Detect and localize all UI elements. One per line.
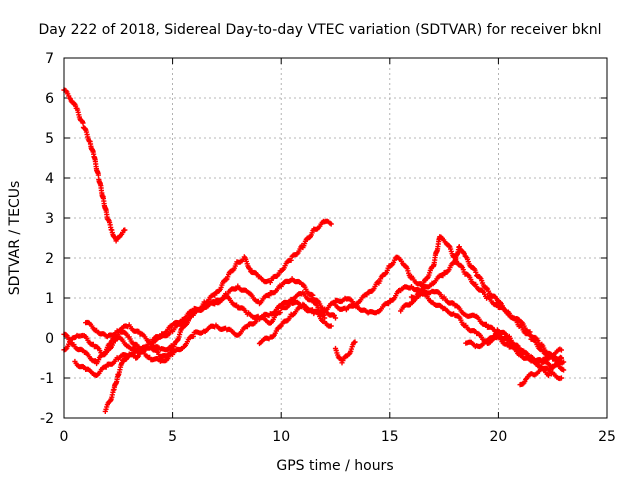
plus-markers [517,355,564,388]
y-tick-label: -1 [40,371,54,387]
y-tick-label: -2 [40,411,54,427]
y-tick-label: 1 [45,291,54,307]
plus-markers [61,218,334,361]
y-tick-label: 2 [45,251,54,267]
plot-frame [63,57,608,419]
series-track-1 [61,87,128,244]
plus-markers [463,327,564,364]
y-tick-label: 7 [45,51,54,67]
x-axis-label: GPS time / hours [276,458,393,474]
axis-ticks [63,57,608,419]
plus-markers [61,87,128,244]
data-marks [61,87,567,414]
plus-markers [332,339,358,366]
y-tick-labels: -2 -1 0 1 2 3 4 5 6 7 [40,51,54,427]
x-tick-label: 20 [489,429,507,445]
series-track-10 [517,355,564,388]
plus-markers [83,276,339,346]
y-tick-label: 4 [45,171,54,187]
series-track-12 [332,339,358,366]
x-tick-label: 15 [381,429,399,445]
plus-markers [256,301,334,347]
y-tick-label: 3 [45,211,54,227]
series-track-13 [256,301,334,347]
chart-title: Day 222 of 2018, Sidereal Day-to-day VTE… [39,22,602,38]
x-tick-label: 0 [60,429,69,445]
x-tick-labels: 0 5 10 15 20 25 [60,429,616,445]
series-track-2 [61,218,334,361]
y-tick-label: 0 [45,331,54,347]
plus-markers [102,343,176,414]
series-track-11 [102,343,176,414]
x-tick-label: 10 [272,429,290,445]
y-tick-label: 6 [45,91,54,107]
grid [64,58,607,418]
y-axis-label: SDTVAR / TECUs [7,181,23,296]
series-track-5 [83,276,339,346]
x-tick-label: 5 [168,429,177,445]
series-track-9 [463,327,564,364]
y-tick-label: 5 [45,131,54,147]
x-tick-label: 25 [598,429,616,445]
